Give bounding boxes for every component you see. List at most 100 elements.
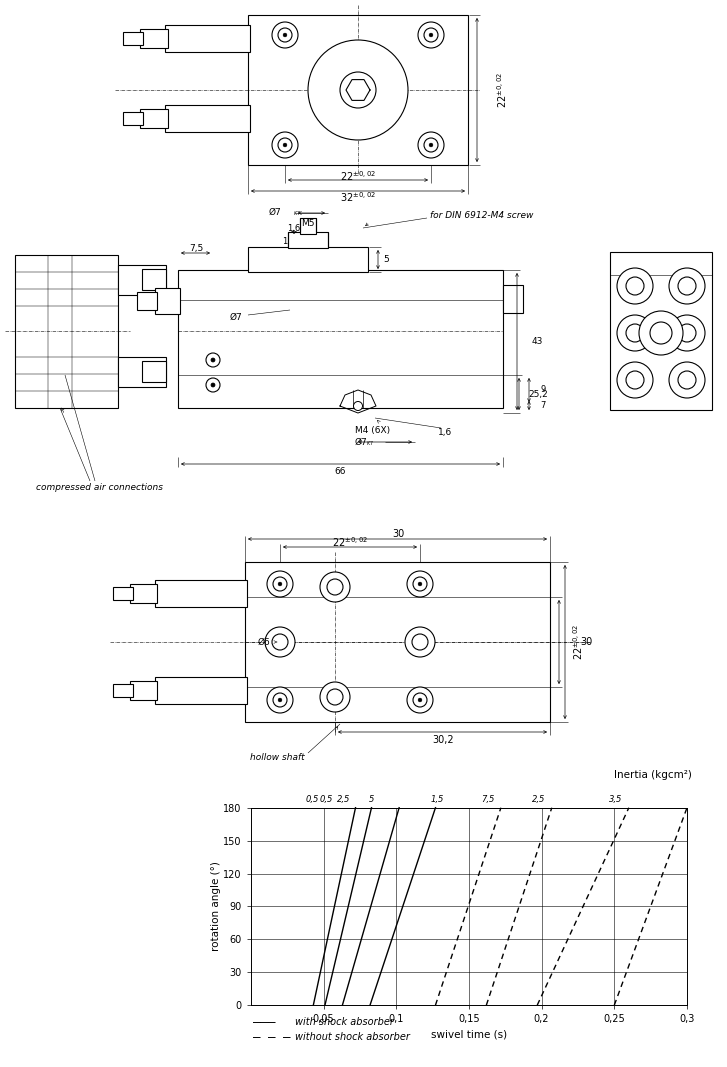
Text: Ø7: Ø7 (229, 313, 242, 321)
Circle shape (211, 383, 215, 387)
Bar (123, 32, 143, 45)
Circle shape (669, 362, 705, 398)
Bar (118, 357, 166, 387)
Bar (300, 218, 316, 234)
Text: 9: 9 (540, 385, 546, 395)
Circle shape (617, 315, 653, 351)
Circle shape (340, 71, 376, 108)
Bar (165, 25, 250, 52)
Circle shape (669, 268, 705, 304)
Bar (118, 265, 166, 294)
Bar (248, 15, 468, 165)
Text: $22^{\pm0,02}$: $22^{\pm0,02}$ (332, 535, 368, 548)
Circle shape (418, 132, 444, 158)
Circle shape (211, 359, 215, 362)
Text: 66: 66 (334, 466, 346, 476)
Circle shape (626, 277, 644, 294)
Text: 43: 43 (531, 336, 542, 346)
Circle shape (626, 371, 644, 389)
Text: ———: ——— (253, 1016, 276, 1029)
Text: 1: 1 (282, 237, 288, 245)
Circle shape (267, 571, 293, 598)
Circle shape (320, 572, 350, 602)
Text: 1,6: 1,6 (287, 223, 301, 233)
Text: 7: 7 (540, 401, 546, 411)
Bar (130, 584, 157, 603)
Text: 25,2: 25,2 (528, 389, 548, 398)
Circle shape (626, 324, 644, 343)
Circle shape (413, 577, 427, 591)
Text: 30,2: 30,2 (432, 735, 454, 745)
Circle shape (429, 143, 433, 147)
Bar (288, 232, 328, 248)
Circle shape (278, 698, 282, 702)
Bar (140, 29, 168, 48)
Text: 5: 5 (383, 255, 389, 264)
Circle shape (273, 692, 287, 707)
Circle shape (418, 22, 444, 48)
Text: M5: M5 (301, 220, 315, 228)
Text: 30: 30 (392, 529, 404, 539)
Text: $22^{\pm0,02}$: $22^{\pm0,02}$ (340, 169, 376, 182)
Bar (140, 109, 168, 128)
Circle shape (320, 682, 350, 712)
Bar (142, 361, 166, 382)
Circle shape (267, 687, 293, 713)
Circle shape (650, 322, 672, 344)
Text: Ø7: Ø7 (355, 437, 368, 446)
Circle shape (678, 371, 696, 389)
Circle shape (272, 634, 288, 650)
Bar (248, 246, 368, 272)
Circle shape (327, 579, 343, 595)
Circle shape (407, 571, 433, 598)
Text: 0,5: 0,5 (320, 795, 333, 805)
Bar (503, 285, 523, 313)
Bar (113, 684, 133, 697)
Text: 3,5: 3,5 (609, 795, 622, 805)
Bar (178, 270, 503, 408)
Text: Inertia (kgcm²): Inertia (kgcm²) (614, 770, 691, 780)
Bar (155, 288, 180, 314)
Bar (155, 676, 247, 704)
Circle shape (424, 28, 438, 42)
Circle shape (272, 22, 298, 48)
Bar (137, 292, 157, 310)
Text: 7,5: 7,5 (189, 243, 203, 253)
Text: Ø7: Ø7 (268, 207, 281, 217)
Text: $22^{\pm0,02}$: $22^{\pm0,02}$ (571, 624, 585, 660)
Circle shape (278, 583, 282, 586)
Text: 2,5: 2,5 (337, 795, 350, 805)
Circle shape (424, 138, 438, 152)
Text: $^{K7}$: $^{K7}$ (293, 210, 301, 216)
Circle shape (284, 33, 286, 36)
Text: 30: 30 (580, 637, 592, 647)
Circle shape (413, 692, 427, 707)
Bar (165, 105, 250, 132)
Circle shape (272, 132, 298, 158)
Text: M4 (6X): M4 (6X) (355, 426, 390, 434)
Bar (130, 681, 157, 700)
Text: – – –: – – – (253, 1031, 291, 1044)
Text: $32^{\pm0,02}$: $32^{\pm0,02}$ (340, 190, 376, 204)
Circle shape (327, 689, 343, 705)
X-axis label: swivel time (s): swivel time (s) (431, 1030, 507, 1039)
Text: hollow shaft: hollow shaft (250, 752, 305, 762)
Text: compressed air connections: compressed air connections (36, 483, 164, 493)
Circle shape (407, 687, 433, 713)
Bar (142, 269, 166, 290)
Text: 0,5: 0,5 (305, 795, 318, 805)
Circle shape (418, 583, 422, 586)
Circle shape (678, 277, 696, 294)
Circle shape (405, 627, 435, 657)
Text: $22^{\pm0,02}$: $22^{\pm0,02}$ (495, 71, 509, 108)
Text: 1,5: 1,5 (430, 795, 443, 805)
Circle shape (418, 698, 422, 702)
Bar (113, 587, 133, 600)
Text: for DIN 6912-M4 screw: for DIN 6912-M4 screw (430, 210, 534, 220)
Circle shape (617, 362, 653, 398)
Text: 2,5: 2,5 (532, 795, 545, 805)
Circle shape (617, 268, 653, 304)
Text: $^{K7}$: $^{K7}$ (366, 440, 374, 446)
Circle shape (429, 33, 433, 36)
Text: with shock absorber: with shock absorber (295, 1017, 394, 1028)
